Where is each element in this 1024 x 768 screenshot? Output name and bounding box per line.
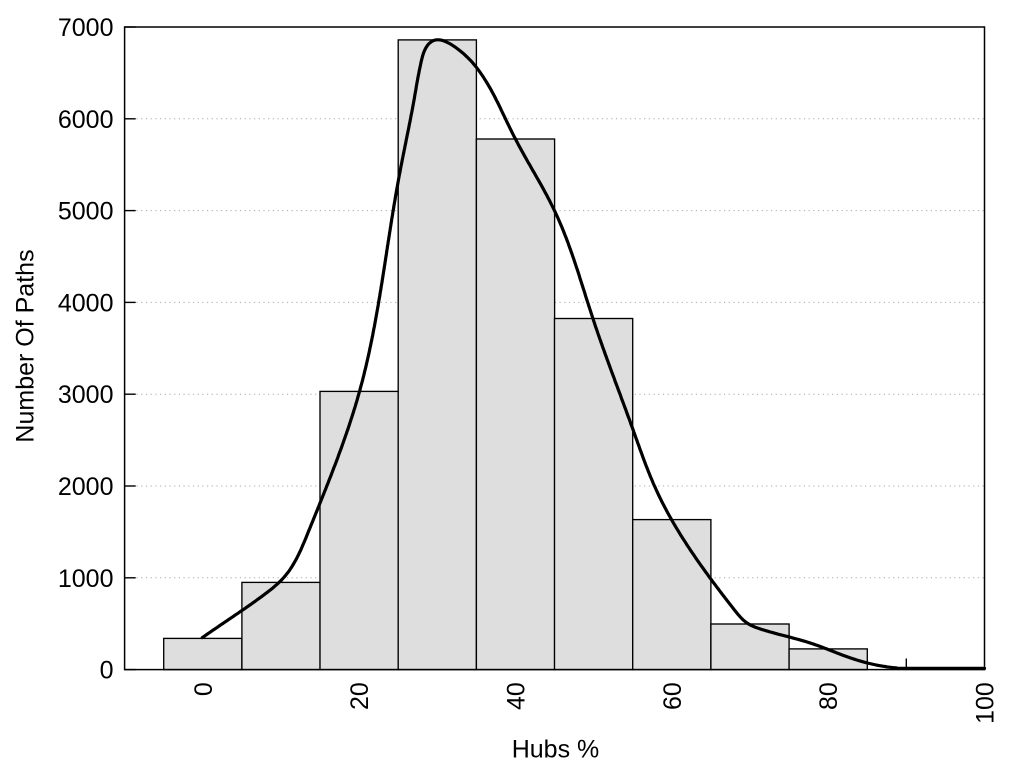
- svg-text:20: 20: [346, 682, 374, 710]
- svg-text:100: 100: [972, 682, 1000, 724]
- svg-text:2000: 2000: [58, 473, 114, 501]
- svg-text:4000: 4000: [58, 289, 114, 317]
- svg-text:6000: 6000: [58, 106, 114, 134]
- svg-text:0: 0: [190, 682, 218, 696]
- svg-text:Number Of Paths: Number Of Paths: [12, 249, 40, 442]
- svg-text:Hubs %: Hubs %: [512, 736, 600, 764]
- svg-text:40: 40: [503, 682, 531, 710]
- svg-text:3000: 3000: [58, 381, 114, 409]
- svg-text:7000: 7000: [58, 14, 114, 42]
- svg-text:0: 0: [100, 657, 114, 685]
- svg-text:80: 80: [815, 682, 843, 710]
- svg-text:60: 60: [659, 682, 687, 710]
- svg-text:5000: 5000: [58, 198, 114, 226]
- svg-text:1000: 1000: [58, 565, 114, 593]
